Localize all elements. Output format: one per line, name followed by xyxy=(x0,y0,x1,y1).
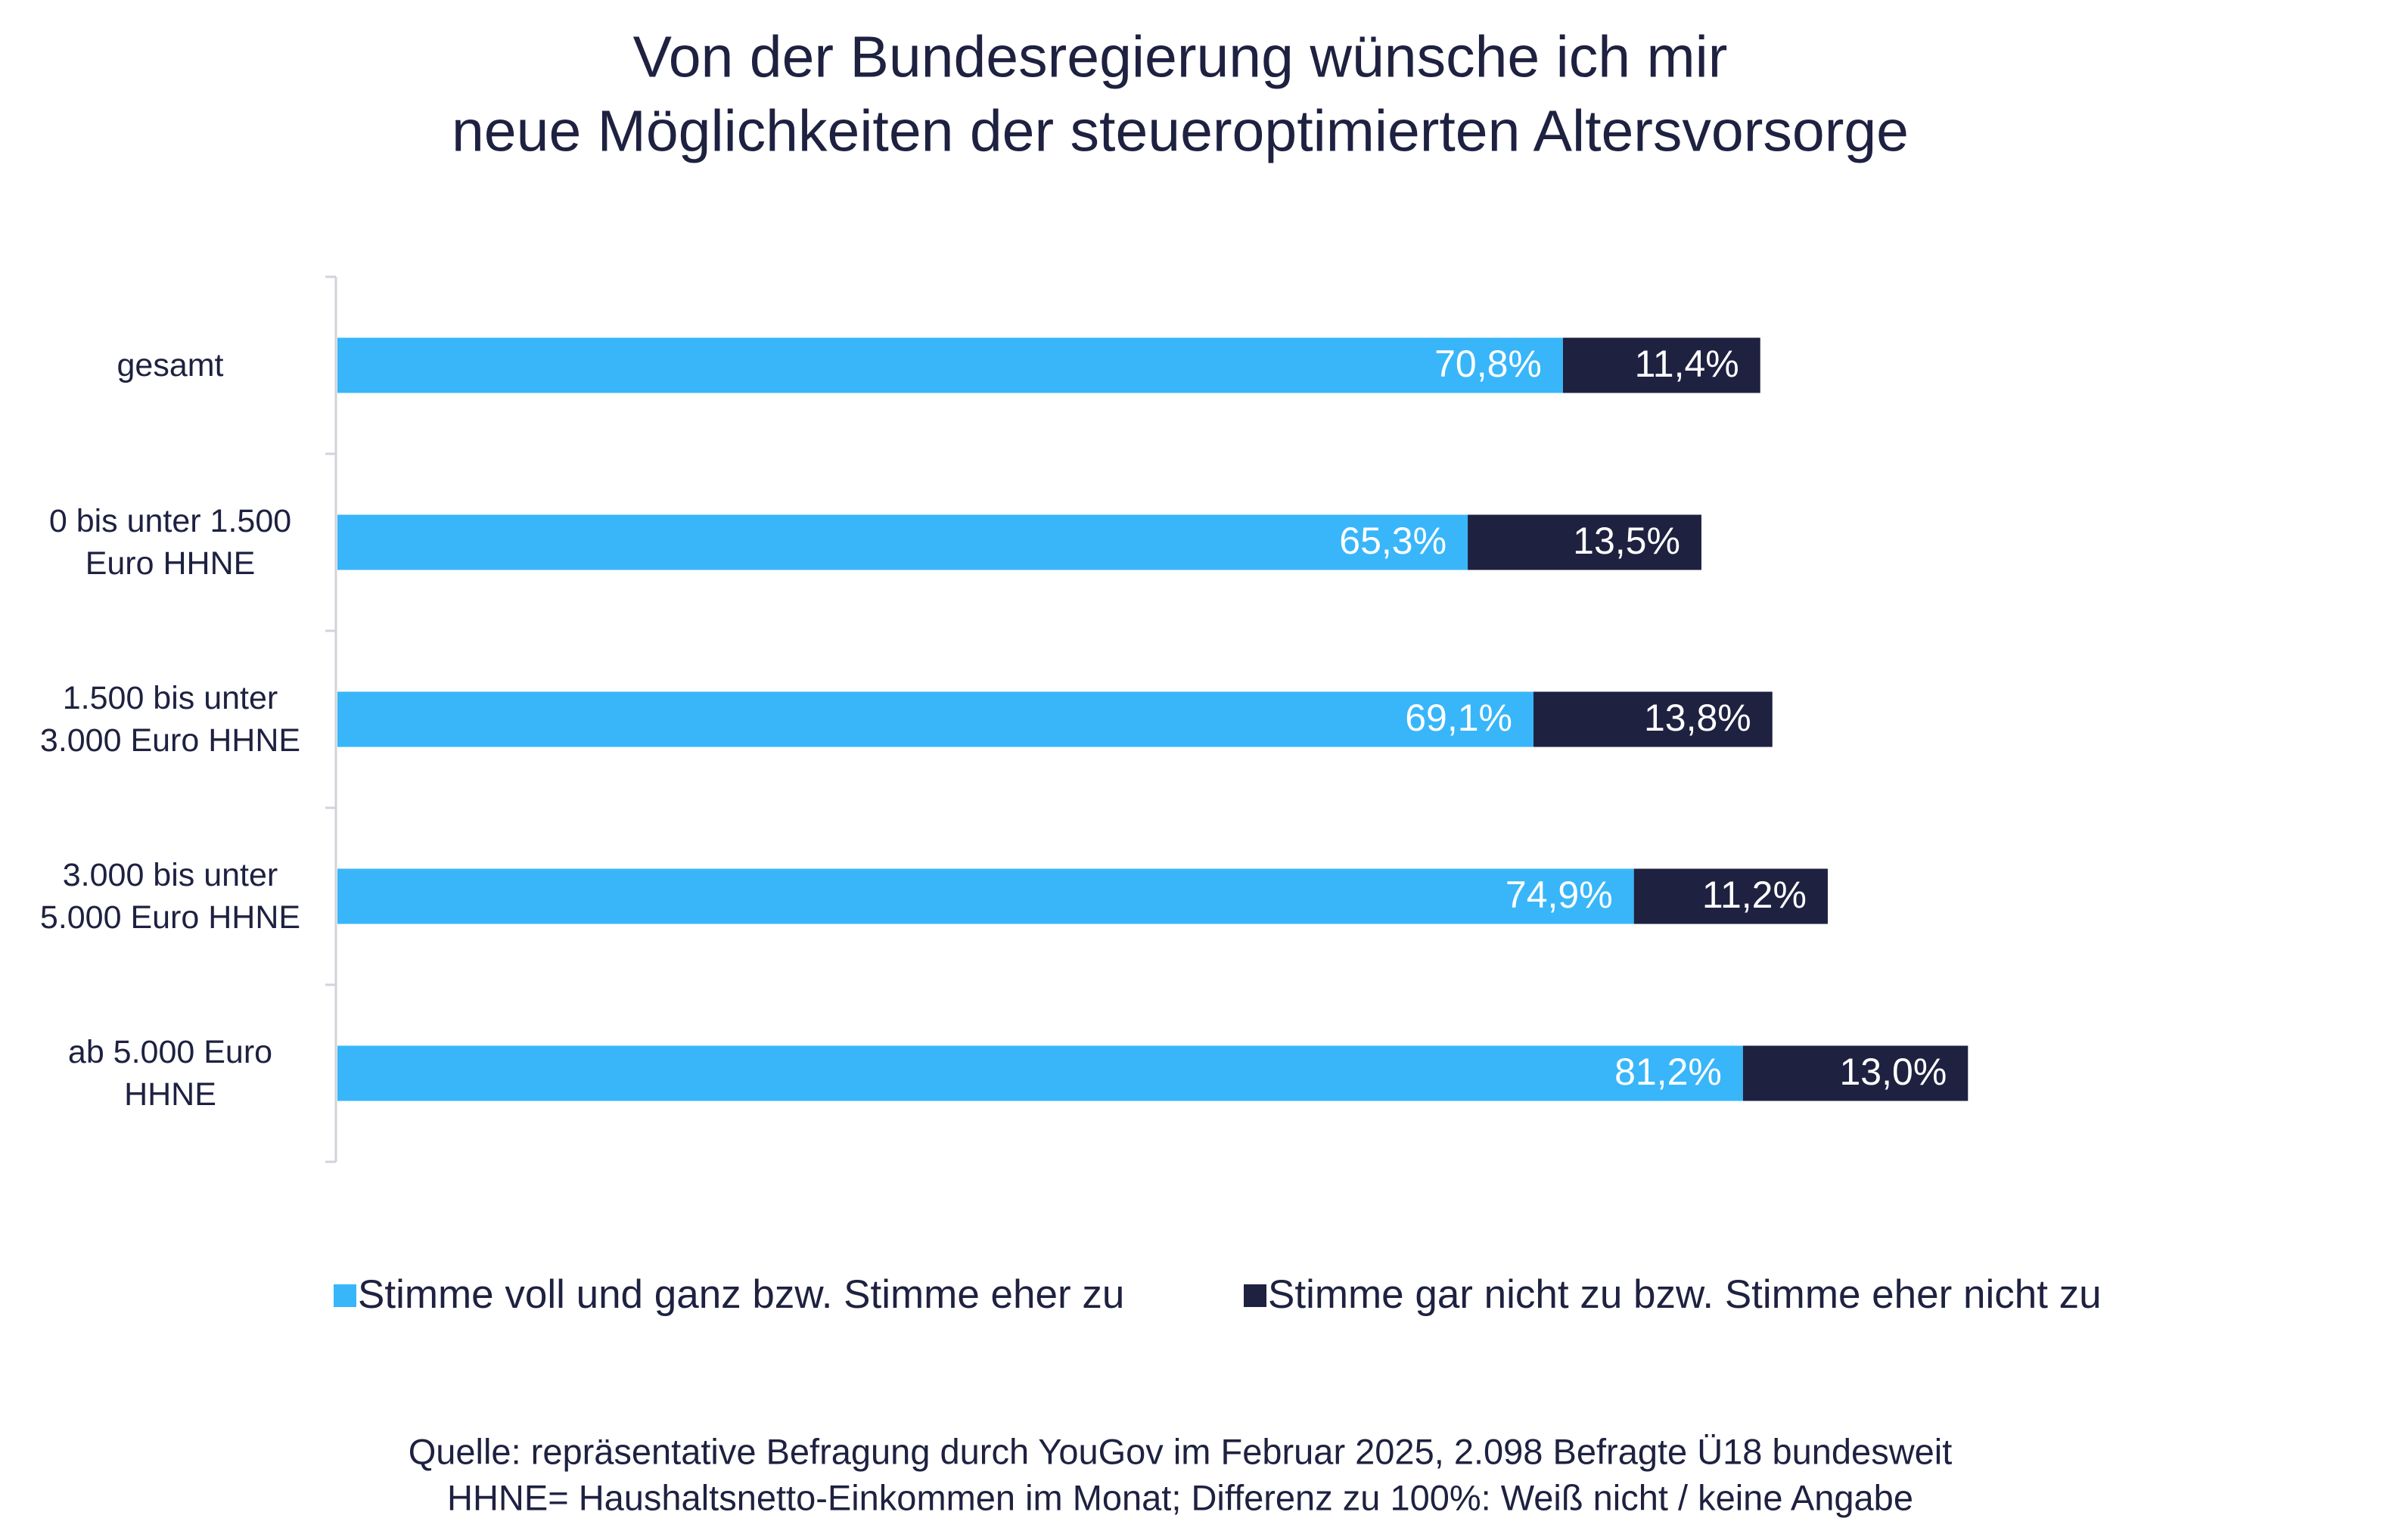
value-label: 74,9% xyxy=(1506,874,1613,916)
source-note: HHNE= Haushaltsnetto-Einkommen im Monat;… xyxy=(447,1477,1913,1517)
chart-title: Von der Bundesregierung wünsche ich mir xyxy=(633,24,1728,89)
bar-segment xyxy=(337,868,1634,924)
category-label: 1.500 bis unter 3.000 Euro HHNE xyxy=(39,680,301,759)
bar-segment xyxy=(337,337,1563,393)
category-label: 0 bis unter 1.500 Euro HHNE xyxy=(48,503,292,582)
value-label: 70,8% xyxy=(1434,343,1542,385)
bar-segment xyxy=(1468,514,1701,570)
value-label: 65,3% xyxy=(1339,520,1446,562)
bar-segment xyxy=(337,691,1534,747)
value-label: 13,8% xyxy=(1644,697,1751,739)
legend-label: Stimme gar nicht zu bzw. Stimme eher nic… xyxy=(1268,1272,2102,1317)
category-label: gesamt xyxy=(117,347,224,383)
bar-segment xyxy=(337,514,1468,570)
bar-segment xyxy=(1533,691,1773,747)
value-label: 81,2% xyxy=(1614,1051,1722,1093)
chart-title: neue Möglichkeiten der steueroptimierten… xyxy=(452,98,1909,163)
legend-label: Stimme voll und ganz bzw. Stimme eher zu xyxy=(358,1272,1124,1317)
value-label: 69,1% xyxy=(1405,697,1512,739)
bar-segment xyxy=(337,1045,1743,1101)
bar-segment xyxy=(1742,1045,1969,1101)
value-label: 11,4% xyxy=(1635,343,1739,385)
category-label: ab 5.000 Euro HHNE xyxy=(67,1034,273,1113)
bar-segment xyxy=(1633,868,1828,924)
source-note: Quelle: repräsentative Befragung durch Y… xyxy=(409,1431,1953,1471)
category-label: 3.000 bis unter 5.000 Euro HHNE xyxy=(39,857,301,936)
value-label: 13,0% xyxy=(1840,1051,1947,1093)
legend-swatch xyxy=(334,1284,356,1307)
bar-segment xyxy=(1562,337,1760,393)
legend-swatch xyxy=(1244,1284,1266,1307)
value-label: 11,2% xyxy=(1702,874,1807,916)
value-label: 13,5% xyxy=(1573,520,1680,562)
